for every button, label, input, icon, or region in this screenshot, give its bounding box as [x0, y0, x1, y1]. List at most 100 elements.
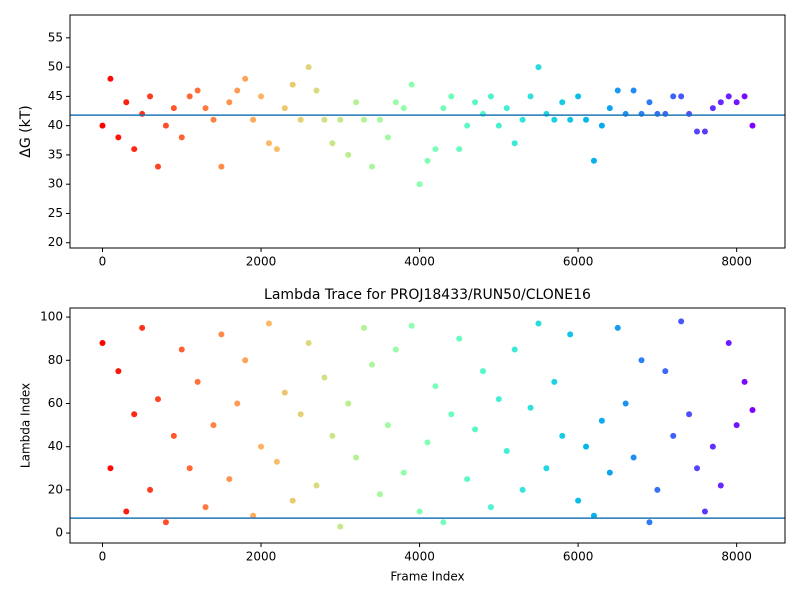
data-point — [535, 320, 542, 327]
data-point — [305, 339, 312, 346]
data-point — [345, 400, 352, 407]
data-point — [749, 122, 756, 129]
data-point — [202, 105, 209, 112]
data-point — [638, 357, 645, 364]
data-point — [321, 116, 328, 123]
data-point — [337, 116, 344, 123]
data-point — [242, 357, 249, 364]
data-point — [162, 122, 169, 129]
data-point — [376, 116, 383, 123]
data-point — [123, 99, 130, 106]
data-point — [551, 116, 558, 123]
data-point — [511, 140, 518, 147]
data-point — [170, 432, 177, 439]
data-point — [226, 476, 233, 483]
data-point — [598, 122, 605, 129]
data-point — [583, 443, 590, 450]
x-tick-label: 0 — [99, 550, 107, 564]
data-point — [154, 163, 161, 170]
y-tick-label: 35 — [48, 147, 63, 161]
data-point — [575, 497, 582, 504]
data-point — [440, 105, 447, 112]
data-point — [313, 482, 320, 489]
data-point — [519, 116, 526, 123]
data-point — [464, 476, 471, 483]
data-point — [361, 116, 368, 123]
data-point — [654, 110, 661, 117]
data-point — [654, 486, 661, 493]
y-tick-label: 0 — [55, 526, 63, 540]
data-point — [646, 99, 653, 106]
y-axis-label: Lambda Index — [19, 383, 33, 468]
x-tick-label: 6000 — [563, 255, 594, 269]
data-point — [614, 324, 621, 331]
data-point — [297, 411, 304, 418]
data-point — [131, 411, 138, 418]
data-point — [139, 324, 146, 331]
data-point — [131, 146, 138, 153]
data-point — [329, 432, 336, 439]
data-point — [313, 87, 320, 94]
data-point — [281, 389, 288, 396]
data-point — [694, 128, 701, 135]
y-axis-label: ΔG (kT) — [18, 105, 34, 157]
data-point — [408, 322, 415, 329]
data-point — [424, 439, 431, 446]
y-tick-label: 80 — [48, 353, 63, 367]
data-point — [147, 486, 154, 493]
data-point — [535, 64, 542, 71]
data-point — [147, 93, 154, 100]
data-point — [392, 99, 399, 106]
data-point — [321, 374, 328, 381]
data-point — [258, 93, 265, 100]
data-point — [305, 64, 312, 71]
x-tick-label: 2000 — [246, 255, 277, 269]
data-point — [472, 426, 479, 433]
data-point — [107, 465, 114, 472]
data-point — [575, 93, 582, 100]
data-point — [273, 146, 280, 153]
data-point — [202, 504, 209, 511]
data-point — [416, 508, 423, 515]
y-tick-label: 25 — [48, 206, 63, 220]
data-point — [527, 404, 534, 411]
x-tick-label: 4000 — [404, 255, 435, 269]
data-point — [662, 110, 669, 117]
data-point — [400, 105, 407, 112]
data-point — [242, 75, 249, 82]
data-point — [345, 151, 352, 158]
data-point — [154, 396, 161, 403]
data-point — [527, 93, 534, 100]
y-tick-label: 30 — [48, 177, 63, 191]
data-point — [464, 122, 471, 129]
data-point — [194, 378, 201, 385]
y-tick-label: 55 — [48, 30, 63, 44]
data-point — [369, 361, 376, 368]
data-point — [678, 93, 685, 100]
data-point — [519, 486, 526, 493]
data-point — [99, 122, 106, 129]
y-tick-label: 20 — [48, 235, 63, 249]
y-tick-label: 40 — [48, 118, 63, 132]
data-point — [567, 331, 574, 338]
y-tick-label: 50 — [48, 60, 63, 74]
data-point — [725, 93, 732, 100]
data-point — [567, 116, 574, 123]
data-point — [178, 346, 185, 353]
chart-title: Lambda Trace for PROJ18433/RUN50/CLONE16 — [264, 287, 591, 303]
data-point — [115, 134, 122, 141]
data-point — [741, 93, 748, 100]
data-point — [717, 99, 724, 106]
data-point — [670, 432, 677, 439]
data-point — [614, 87, 621, 94]
x-tick-label: 0 — [99, 255, 107, 269]
data-point — [353, 454, 360, 461]
data-point — [448, 93, 455, 100]
data-point — [686, 411, 693, 418]
data-point — [424, 157, 431, 164]
data-point — [265, 140, 272, 147]
data-point — [250, 116, 257, 123]
data-point — [590, 157, 597, 164]
data-point — [210, 116, 217, 123]
